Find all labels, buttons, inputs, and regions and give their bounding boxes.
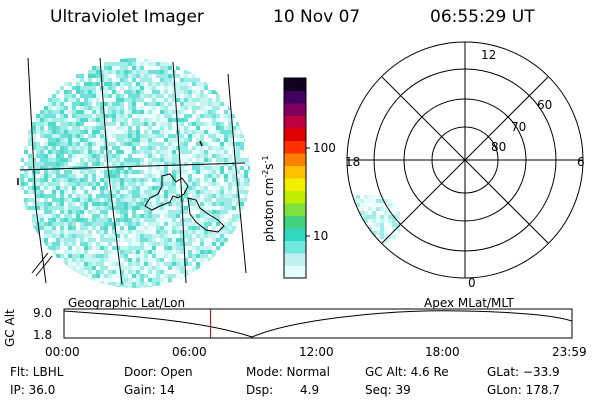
geo-latitude: GLat: −33.9 — [487, 365, 560, 379]
apex-panel-label: Apex MLat/MLT — [424, 296, 514, 310]
lat-label-70: 70 — [511, 120, 527, 134]
geo-grid — [19, 57, 247, 285]
geo-longitude: GLon: 178.7 — [487, 383, 560, 397]
timeline-ytick-1-8: 1.8 — [33, 328, 53, 342]
mode-value: Mode: Normal — [246, 365, 330, 379]
timeline-xtick-1: 06:00 — [172, 345, 207, 359]
timeline-xtick-3: 18:00 — [425, 345, 460, 359]
door-status: Door: Open — [124, 365, 193, 379]
gain-value: Gain: 14 — [124, 383, 175, 397]
mlt-label-midnight: 0 — [468, 276, 476, 290]
lat-label-80: 80 — [491, 140, 507, 154]
gc-altitude: GC Alt: 4.6 Re — [365, 365, 449, 379]
dsp-label: Dsp: — [246, 383, 274, 397]
timeline-xtick-0: 00:00 — [45, 345, 80, 359]
date-label: 10 Nov 07 — [273, 7, 361, 27]
time-label: 06:55:29 UT — [430, 7, 535, 27]
color-scale-bar — [283, 77, 310, 279]
polar-uv-pixels — [347, 195, 400, 259]
altitude-curve — [63, 310, 573, 338]
geographic-image-panel — [17, 57, 250, 288]
geographic-panel-label: Geographic Lat/Lon — [68, 296, 186, 310]
orbit-altitude-timeline — [63, 308, 573, 339]
ip-value: IP: 36.0 — [10, 383, 56, 397]
colorbar-tick-label-10: 10 — [313, 229, 329, 243]
instrument-title: Ultraviolet Imager — [50, 7, 204, 27]
dsp-value: 4.9 — [300, 383, 320, 397]
coast-fragment — [31, 252, 53, 277]
polar-mlt-plot — [346, 41, 584, 279]
lat-label-60: 60 — [537, 98, 553, 112]
coast-fragment — [199, 140, 203, 147]
mlt-label-dusk: 18 — [345, 155, 361, 169]
uv-emission-pixels — [20, 58, 250, 288]
coastline — [144, 173, 225, 233]
mlt-label-dawn: 6 — [577, 155, 585, 169]
filter-value: Flt: LBHL — [10, 365, 64, 379]
colorbar-unit-label: photon cm-2s-1 — [261, 155, 276, 242]
colorbar-tick-label-100: 100 — [313, 141, 336, 155]
sequence-number: Seq: 39 — [365, 383, 411, 397]
mlt-label-noon: 12 — [481, 48, 497, 62]
timeline-xtick-2: 12:00 — [299, 345, 334, 359]
timeline-ytick-9: 9.0 — [33, 306, 53, 320]
polar-grid — [346, 41, 584, 279]
timeline-xtick-4: 23:59 — [552, 345, 587, 359]
timeline-ylabel: GC Alt — [3, 309, 17, 347]
